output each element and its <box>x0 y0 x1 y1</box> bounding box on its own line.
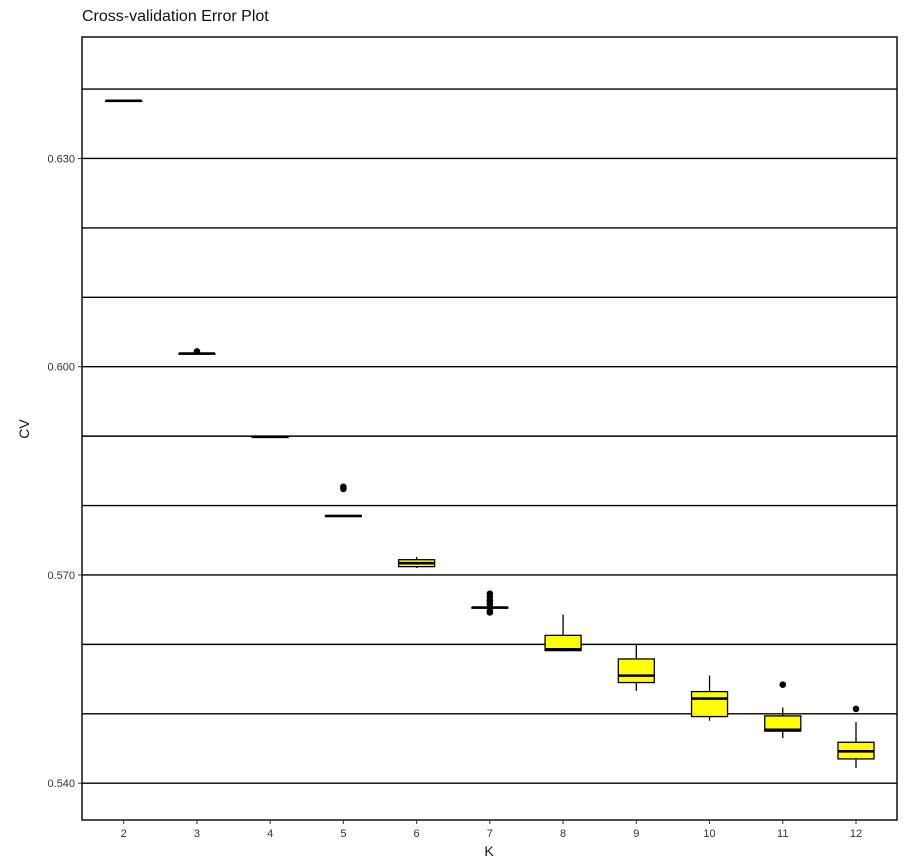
x-tick-label-3: 3 <box>194 828 200 840</box>
axis-layer: 0.540 0.570 0.600 0.630 2 3 4 5 6 7 8 9 10 11 12 <box>47 36 898 840</box>
box-k8 <box>544 614 582 652</box>
x-tick-label-8: 8 <box>560 828 566 840</box>
y-tick-label-3: 0.630 <box>47 153 75 165</box>
outlier-k7-1 <box>486 607 494 615</box>
x-tick-label-6: 6 <box>414 828 420 840</box>
x-tick-label-11: 11 <box>777 828 788 840</box>
box-k2 <box>105 99 143 103</box>
iqr-box-k8 <box>544 634 582 652</box>
outlier-k3-0 <box>193 348 201 355</box>
x-tick-label-4: 4 <box>267 828 273 840</box>
box-k9 <box>617 644 655 691</box>
iqr-box-k10 <box>690 690 729 718</box>
y-tick-label-0: 0.540 <box>47 778 75 790</box>
x-tick-label-10: 10 <box>703 828 715 840</box>
y-tick-label-2: 0.600 <box>47 362 75 374</box>
chart-title: Cross-validation Error Plot <box>82 8 269 25</box>
box-k4 <box>251 435 289 439</box>
x-tick-label-12: 12 <box>850 828 862 840</box>
box-k11 <box>764 681 802 739</box>
outlier-k5-1 <box>340 483 347 491</box>
x-axis-title: K <box>484 843 494 859</box>
box-layer <box>105 99 875 768</box>
box-k5 <box>324 483 363 518</box>
iqr-box-k11 <box>764 715 802 732</box>
box-k10 <box>690 675 729 721</box>
y-tick-label-1: 0.570 <box>47 570 75 582</box>
x-tick-label-5: 5 <box>340 828 346 840</box>
grid-layer <box>82 88 897 784</box>
x-tick-label-7: 7 <box>487 828 493 840</box>
box-k6 <box>397 556 436 569</box>
y-axis-title: CV <box>16 419 32 439</box>
x-tick-label-2: 2 <box>121 828 127 840</box>
outlier-k11-0 <box>779 681 787 688</box>
x-tick-label-9: 9 <box>633 828 639 840</box>
outlier-k12-0 <box>852 705 860 713</box>
plot-panel-border <box>81 36 898 821</box>
box-k12 <box>837 705 875 768</box>
iqr-box-k9 <box>617 658 655 684</box>
box-k7 <box>471 590 509 616</box>
outlier-k7-5 <box>486 590 494 598</box>
box-k3 <box>178 348 216 355</box>
